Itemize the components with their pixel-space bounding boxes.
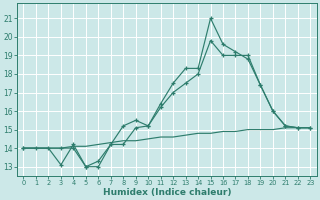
X-axis label: Humidex (Indice chaleur): Humidex (Indice chaleur) [103, 188, 231, 197]
